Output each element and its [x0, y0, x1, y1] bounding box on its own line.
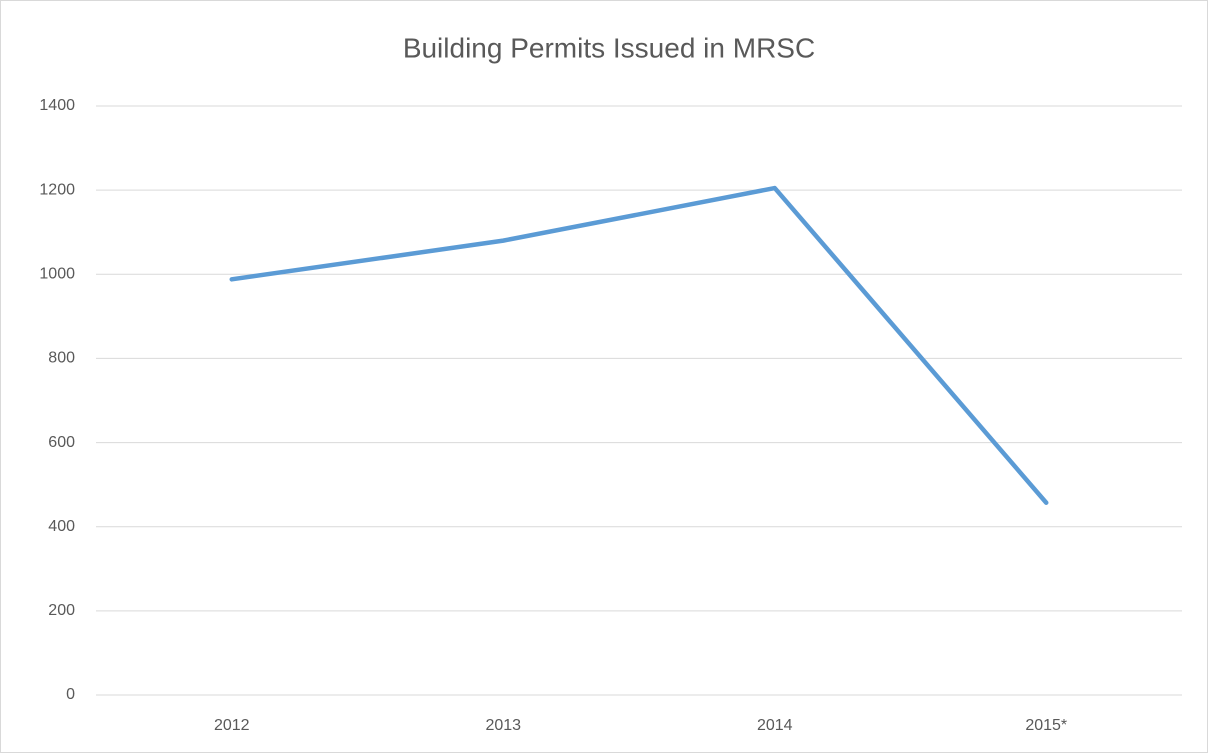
y-tick-label: 200	[48, 602, 75, 619]
x-tick-label: 2013	[485, 717, 521, 734]
chart-title: Building Permits Issued in MRSC	[403, 32, 815, 63]
y-tick-label: 800	[48, 350, 75, 367]
y-tick-label: 0	[66, 686, 75, 703]
y-tick-label: 1200	[39, 181, 75, 198]
y-tick-label: 1000	[39, 266, 75, 283]
y-tick-label: 600	[48, 434, 75, 451]
line-series	[229, 185, 1049, 505]
x-tick-label: 2012	[214, 717, 250, 734]
x-tick-label: 2014	[757, 717, 793, 734]
x-tick-label: 2015*	[1025, 717, 1067, 734]
y-tick-label: 1400	[39, 97, 75, 114]
y-tick-label: 400	[48, 518, 75, 535]
